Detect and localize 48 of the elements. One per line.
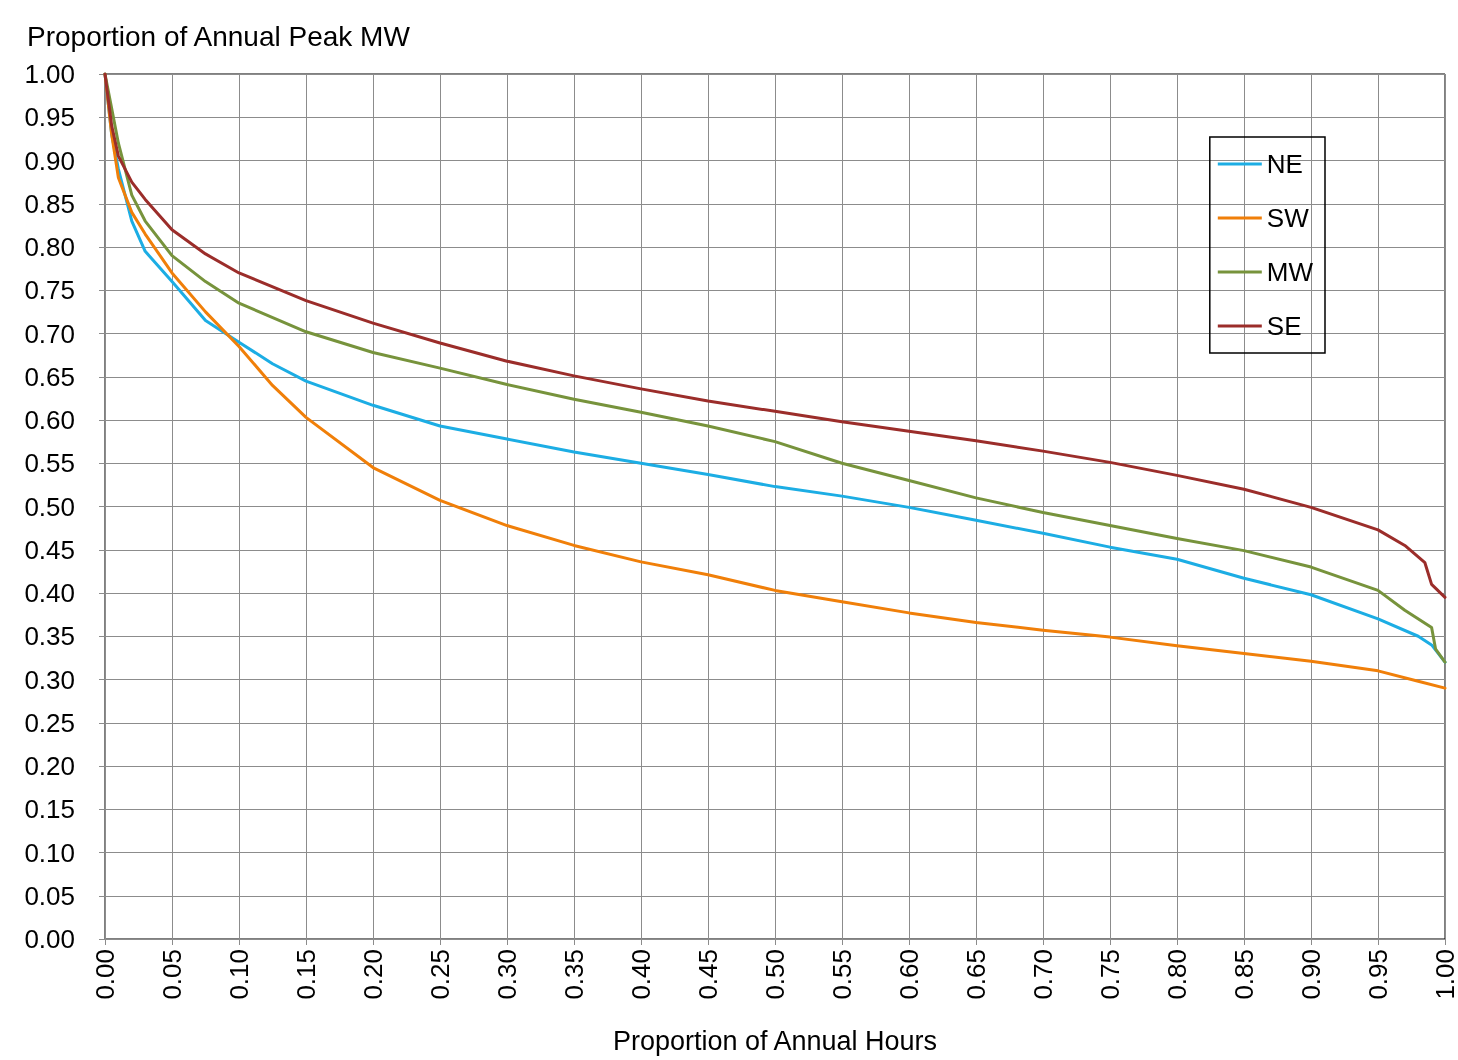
y-tick-label: 0.35 — [24, 621, 75, 652]
x-tick-label: 0.35 — [559, 949, 589, 1000]
y-tick-label: 0.95 — [24, 102, 75, 133]
legend-label: MW — [1266, 257, 1314, 287]
x-tick-label: 0.20 — [358, 949, 388, 1000]
legend-label: SE — [1266, 311, 1302, 341]
x-tick-label: 0.25 — [425, 949, 455, 1000]
x-tick-label: 0.40 — [626, 949, 656, 1000]
x-tick-label: 0.75 — [1095, 949, 1125, 1000]
x-tick-label: 0.30 — [492, 949, 522, 1000]
x-tick-label: 0.90 — [1296, 949, 1326, 1000]
y-tick-label: 0.75 — [24, 275, 75, 306]
y-tick-label: 0.05 — [24, 880, 75, 911]
y-tick-label: 0.00 — [24, 924, 75, 954]
y-tick-label: 0.70 — [24, 318, 75, 349]
x-tick-label: 0.95 — [1363, 949, 1393, 1000]
y-tick-label: 0.45 — [24, 534, 75, 565]
y-tick-label: 0.60 — [24, 405, 75, 435]
y-tick-label: 0.65 — [24, 361, 75, 392]
x-tick-label: 0.10 — [224, 949, 254, 1000]
x-tick-label: 0.80 — [1162, 949, 1192, 1000]
x-tick-label: 0.85 — [1229, 949, 1259, 1000]
y-tick-label: 0.10 — [24, 837, 75, 868]
y-tick-label: 0.80 — [24, 232, 75, 262]
y-tick-label: 0.40 — [24, 578, 75, 608]
y-tick-label: 0.55 — [24, 448, 75, 479]
x-tick-label: 0.45 — [693, 949, 723, 1000]
y-tick-label: 0.50 — [24, 491, 75, 522]
legend-label: NE — [1266, 149, 1303, 179]
y-tick-label: 0.20 — [24, 751, 75, 781]
y-tick-label: 1.00 — [24, 59, 75, 89]
x-tick-label: 0.65 — [961, 949, 991, 1000]
x-tick-label: 0.05 — [157, 949, 187, 1000]
x-tick-label: 0.55 — [827, 949, 857, 1000]
x-axis-title: Proportion of Annual Hours — [612, 1025, 938, 1056]
x-tick-label: 0.60 — [894, 949, 924, 1000]
y-tick-label: 0.25 — [24, 707, 75, 738]
x-tick-label: 0.70 — [1028, 949, 1058, 1000]
x-tick-label: 0.00 — [90, 949, 120, 1000]
y-tick-label: 0.90 — [24, 145, 75, 176]
legend-label: SW — [1266, 203, 1310, 233]
x-tick-label: 0.15 — [291, 949, 321, 1000]
y-axis-title: Proportion of Annual Peak MW — [27, 20, 411, 52]
y-tick-label: 0.85 — [24, 188, 75, 219]
x-tick-label: 0.50 — [760, 949, 790, 1000]
y-tick-label: 0.15 — [24, 794, 75, 825]
x-tick-label: 1.00 — [1430, 949, 1458, 1000]
y-tick-label: 0.30 — [24, 664, 75, 695]
